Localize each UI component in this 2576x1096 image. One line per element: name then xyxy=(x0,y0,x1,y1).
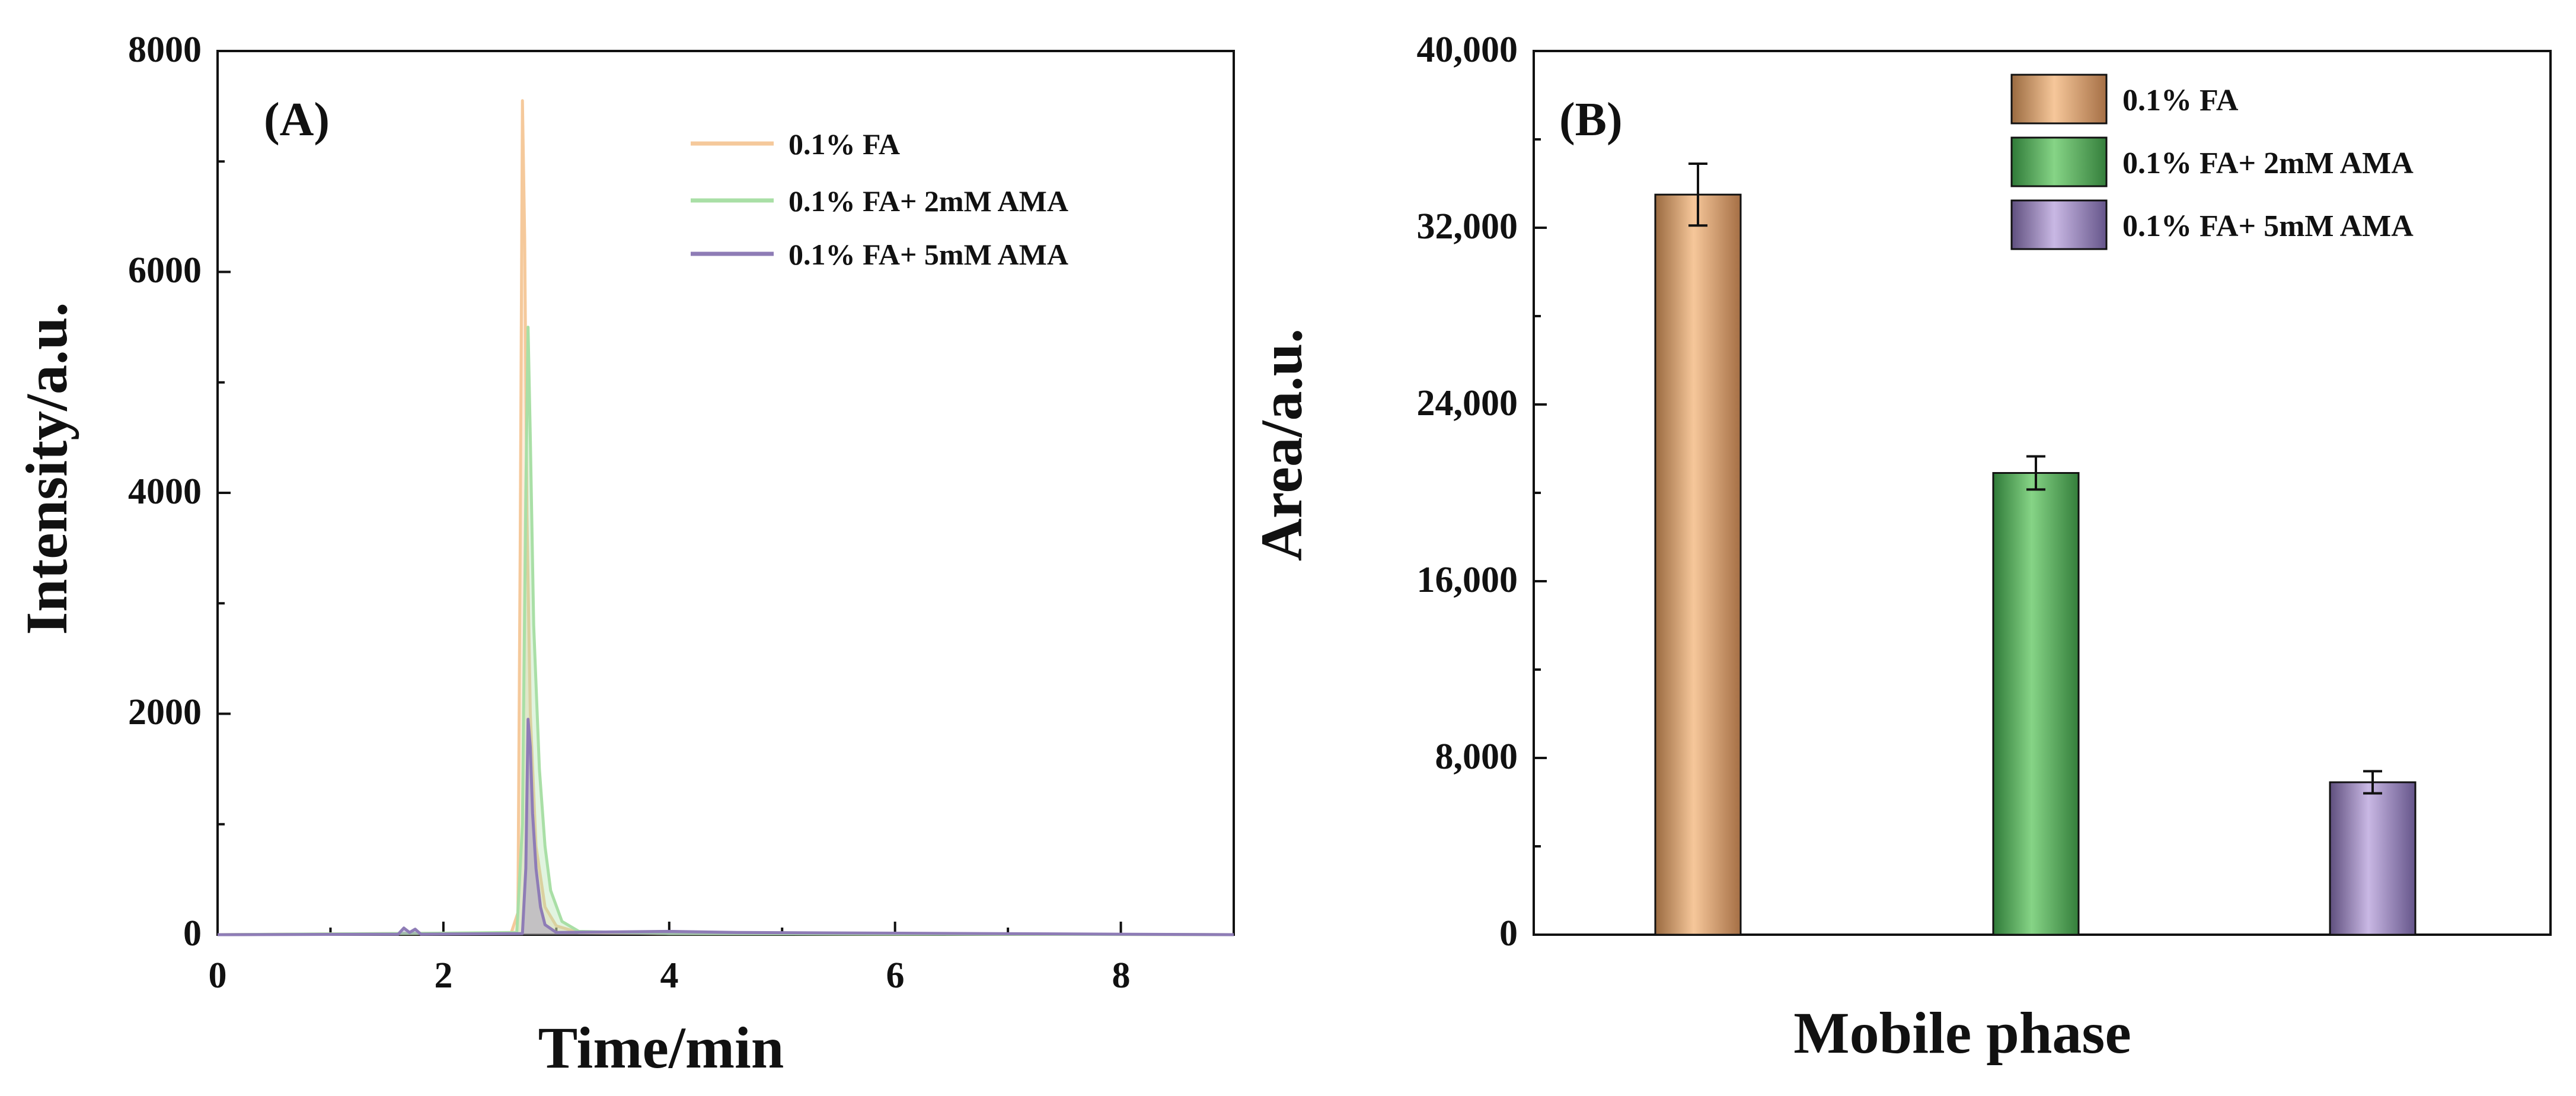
y-axis-label-a: Intensity/a.u. xyxy=(14,302,79,635)
series-group-a xyxy=(217,99,1234,936)
legend-swatch-fa-5mm xyxy=(2010,199,2108,250)
panel-label-b: (B) xyxy=(1559,94,1623,146)
chart-b: 0 8,000 16,000 24,000 32,000 40,000 Mobi… xyxy=(1249,30,2552,1066)
y-tick-label: 4000 xyxy=(128,471,202,512)
series-fill-0 xyxy=(218,100,1234,935)
x-tick-label: 8 xyxy=(1112,955,1131,996)
legend-text-fa: 0.1% FA xyxy=(2122,84,2239,117)
series-fill-2 xyxy=(218,719,1234,935)
y-tick-labels-b: 0 8,000 16,000 24,000 32,000 40,000 xyxy=(1417,30,1518,954)
series-line-2 xyxy=(217,718,1234,936)
legend-text-fa-2mm: 0.1% FA+ 2mM AMA xyxy=(2122,146,2414,180)
y-axis-label-b: Area/a.u. xyxy=(1249,329,1314,562)
bars-group-b xyxy=(1654,162,2417,936)
bar-1 xyxy=(1992,471,2080,936)
y-tick-label: 40,000 xyxy=(1417,30,1518,70)
series-line-0 xyxy=(217,99,1234,936)
chart-a: 0 2000 4000 6000 8000 0 2 4 6 8 Time/min… xyxy=(14,30,1235,1081)
y-tick-label: 0 xyxy=(1499,913,1518,954)
y-tick-label: 32,000 xyxy=(1417,206,1518,247)
y-tick-label: 16,000 xyxy=(1417,560,1518,600)
legend-swatch-fa xyxy=(2010,74,2108,125)
y-tick-label: 2000 xyxy=(128,692,202,732)
x-tick-label: 2 xyxy=(435,955,453,996)
x-axis-label-a: Time/min xyxy=(538,1015,784,1081)
bar-0 xyxy=(1654,193,1742,936)
legend-a: 0.1% FA 0.1% FA+ 2mM AMA 0.1% FA+ 5mM AM… xyxy=(691,128,1068,271)
axis-ticks-a xyxy=(216,50,1235,936)
series-line-1 xyxy=(217,326,1234,936)
x-axis-label-b: Mobile phase xyxy=(1793,1000,2131,1066)
legend-text-fa-5mm: 0.1% FA+ 5mM AMA xyxy=(2122,209,2414,243)
x-tick-label: 6 xyxy=(886,955,905,996)
panel-label-a: (A) xyxy=(264,94,330,146)
y-tick-label: 8,000 xyxy=(1435,737,1518,777)
y-tick-label: 0 xyxy=(183,913,202,954)
legend-swatch-fa-2mm xyxy=(2010,136,2108,187)
axis-ticks-b xyxy=(1534,50,1547,936)
legend-text-fa-2mm: 0.1% FA+ 2mM AMA xyxy=(789,184,1068,218)
y-tick-label: 6000 xyxy=(128,250,202,291)
x-tick-label: 4 xyxy=(660,955,679,996)
bar-2 xyxy=(2329,781,2417,936)
legend-text-fa: 0.1% FA xyxy=(789,128,900,161)
series-fill-1 xyxy=(218,327,1234,935)
y-tick-label: 24,000 xyxy=(1417,383,1518,423)
y-tick-label: 8000 xyxy=(128,30,202,70)
x-tick-labels-a: 0 2 4 6 8 xyxy=(209,955,1131,996)
legend-b: 0.1% FA 0.1% FA+ 2mM AMA 0.1% FA+ 5mM AM… xyxy=(2010,74,2414,250)
x-tick-label: 0 xyxy=(209,955,227,996)
y-tick-labels-a: 0 2000 4000 6000 8000 xyxy=(128,30,202,954)
legend-text-fa-5mm: 0.1% FA+ 5mM AMA xyxy=(789,238,1068,271)
plot-frame-a xyxy=(216,50,1235,936)
